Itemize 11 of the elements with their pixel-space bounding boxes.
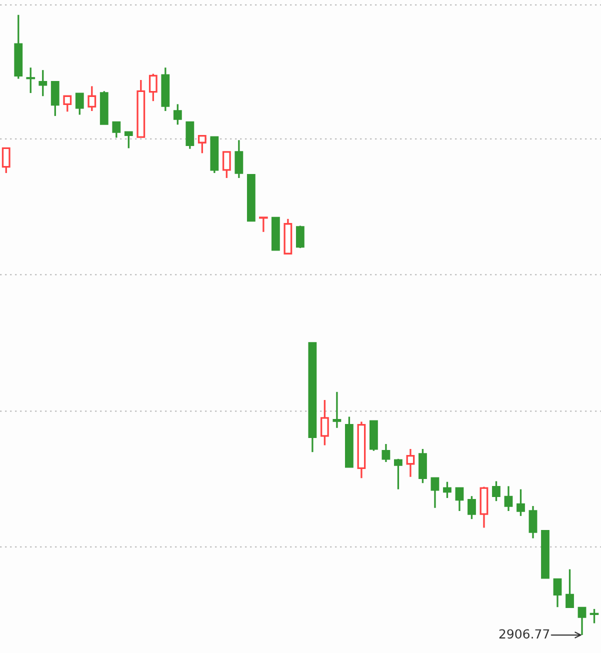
candlestick bbox=[26, 66, 36, 94]
candlestick bbox=[382, 443, 390, 463]
candlestick bbox=[332, 391, 342, 429]
candlestick bbox=[234, 139, 244, 179]
candlestick bbox=[38, 69, 48, 97]
annotation: 2906.77 bbox=[499, 629, 550, 639]
candlestick bbox=[528, 505, 538, 540]
candlestick bbox=[504, 485, 513, 512]
candlestick bbox=[406, 448, 415, 478]
candlestick bbox=[320, 399, 329, 446]
candlestick bbox=[357, 420, 366, 479]
